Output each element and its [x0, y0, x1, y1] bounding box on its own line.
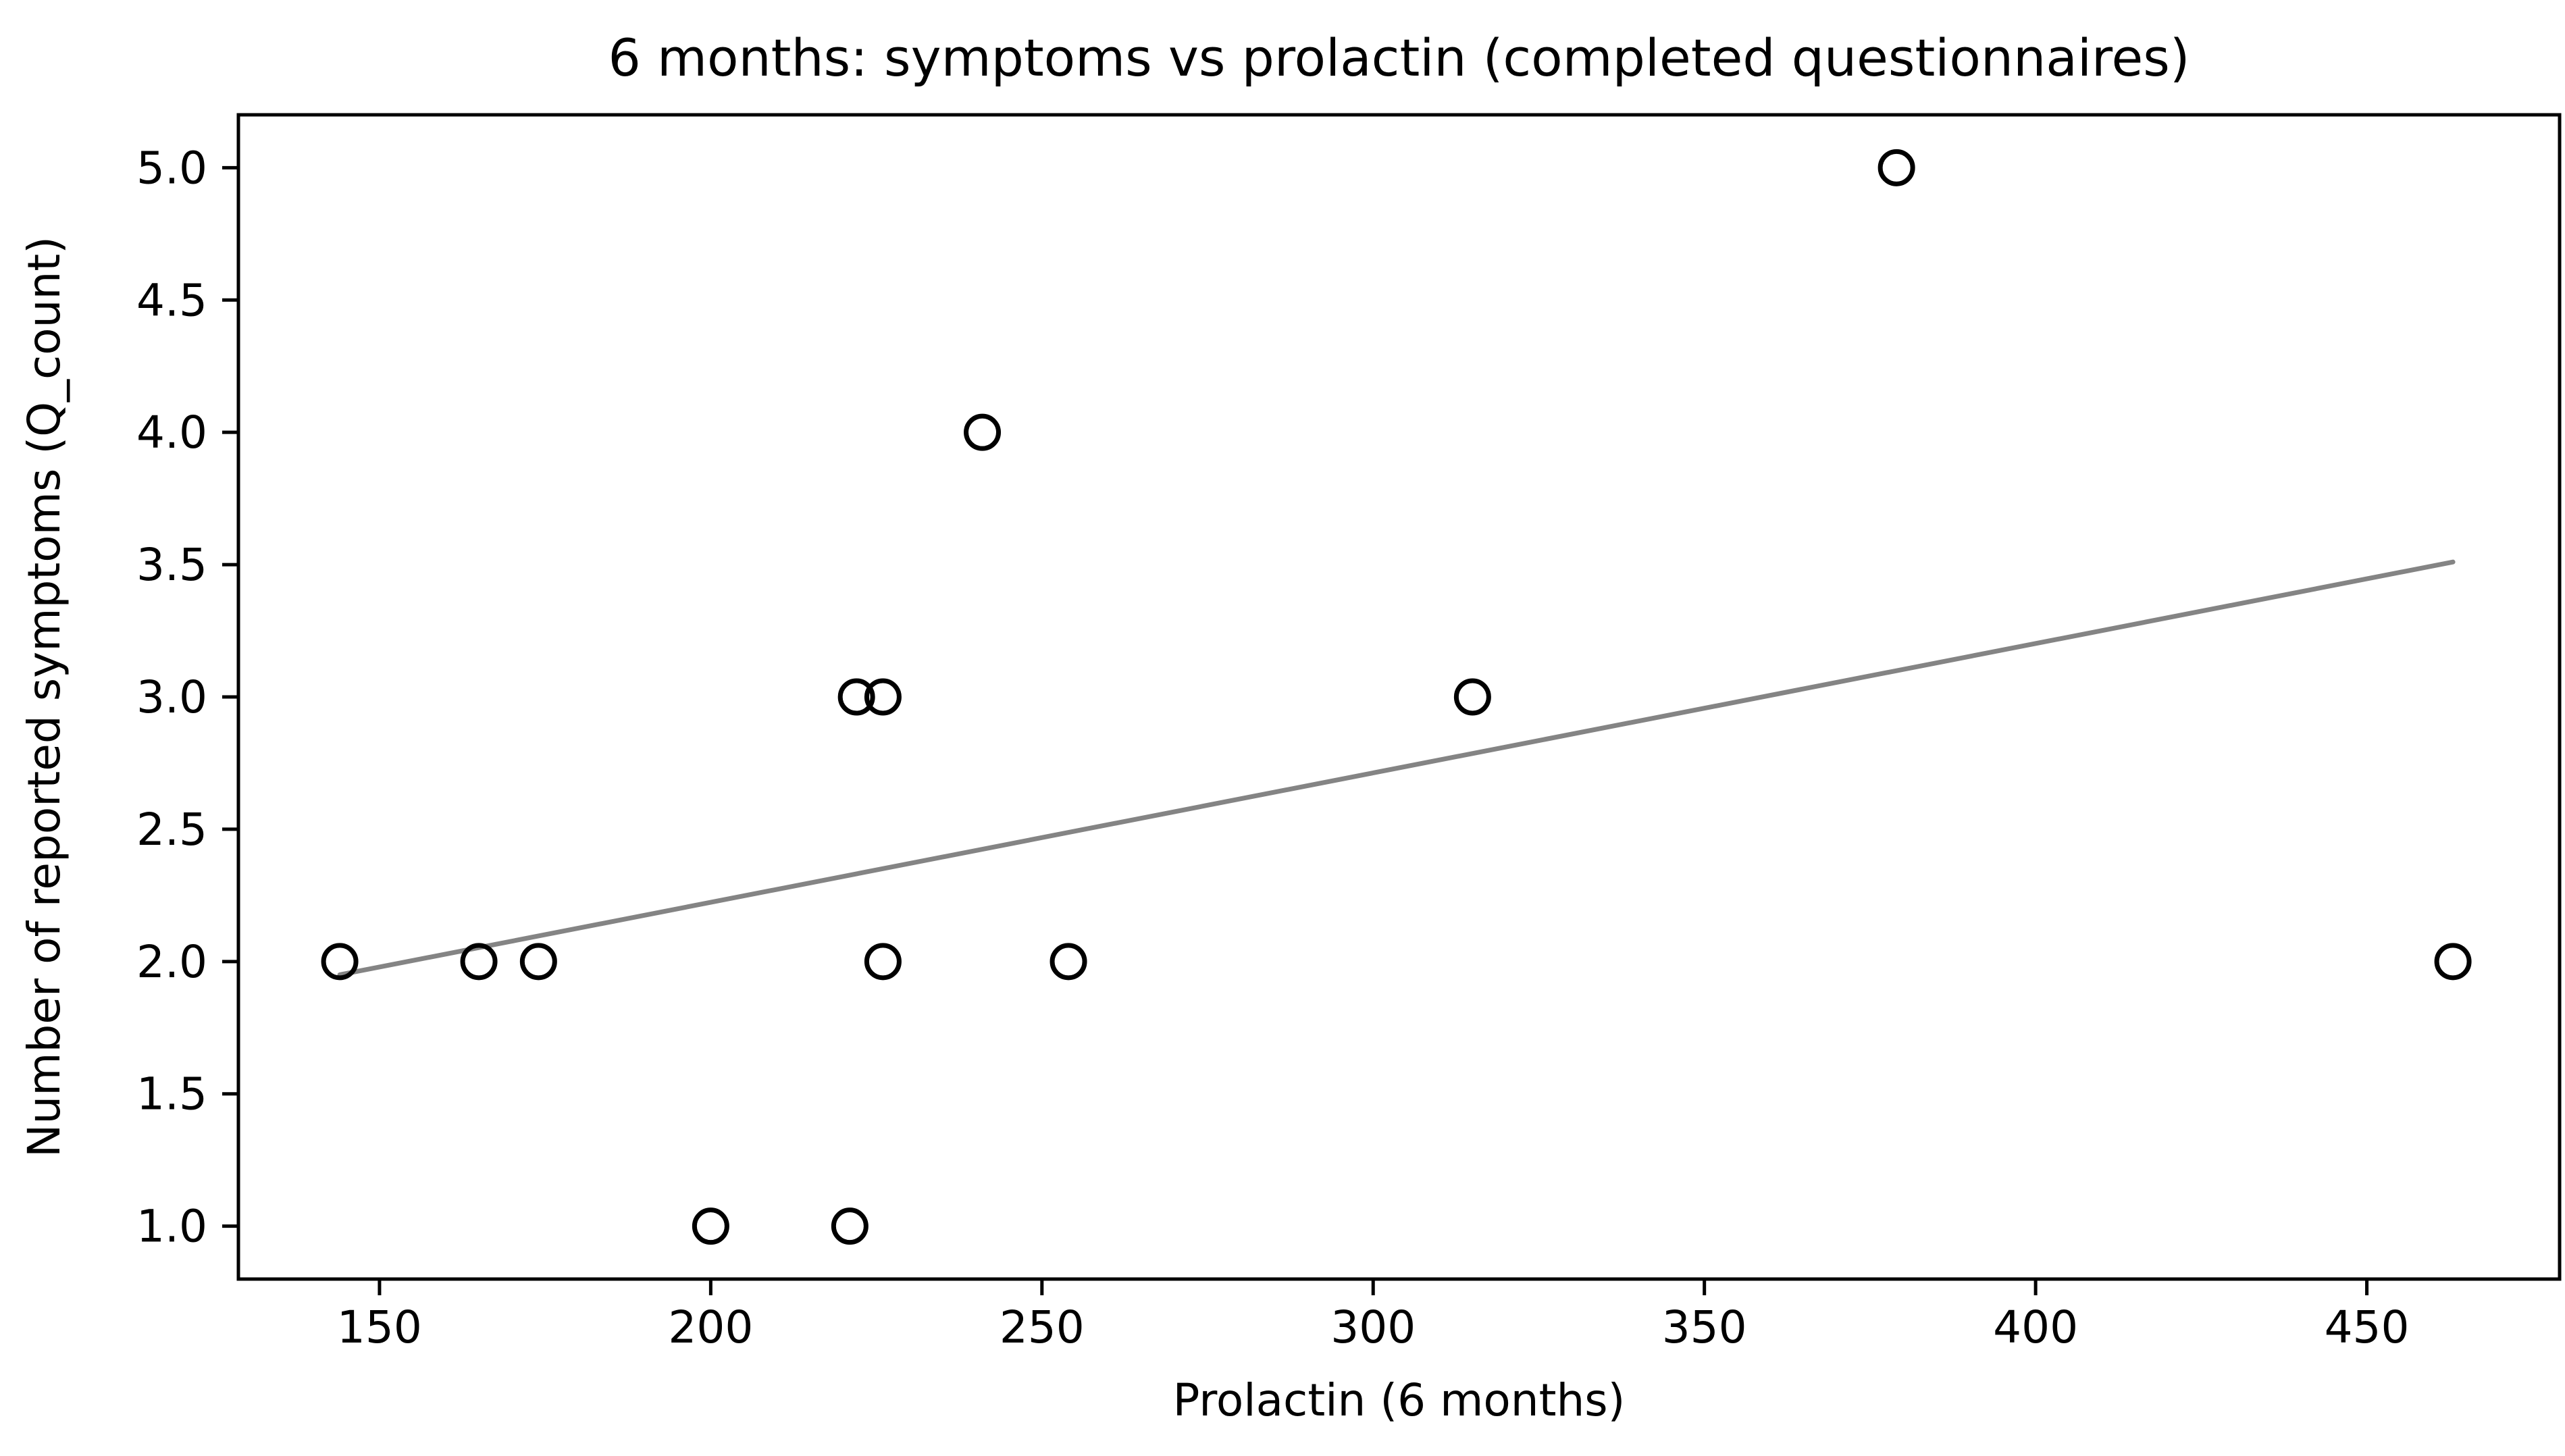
y-tick-label: 2.5: [136, 804, 207, 856]
y-axis-label: Number of reported symptoms (Q_count): [18, 236, 70, 1158]
x-tick-label: 300: [1330, 1301, 1416, 1353]
data-point: [1050, 943, 1087, 981]
data-point: [864, 943, 902, 981]
x-tick-label: 450: [2325, 1301, 2410, 1353]
data-point: [519, 943, 557, 981]
mark-layer: [321, 149, 2472, 1245]
x-axis-label: Prolactin (6 months): [1173, 1374, 1626, 1426]
y-tick-label: 1.5: [136, 1068, 207, 1120]
data-point: [1877, 149, 1915, 186]
tick-layer: 150 200 250 300 350 400 450 1.0 1.5 2.0 2.5 3.0 3.5 4…: [136, 142, 2410, 1353]
data-point: [964, 413, 1002, 451]
chart-title: 6 months: symptoms vs prolactin (complet…: [608, 28, 2190, 88]
x-tick-label: 200: [668, 1301, 753, 1353]
plot-border: [236, 113, 2562, 1281]
data-point: [831, 1207, 869, 1245]
data-point: [837, 678, 875, 716]
x-tick-label: 400: [1993, 1301, 2078, 1353]
trend-line: [337, 559, 2456, 977]
x-tick-label: 250: [1000, 1301, 1085, 1353]
data-point: [321, 943, 359, 981]
x-tick-label: 350: [1662, 1301, 1747, 1353]
y-tick-label: 3.5: [136, 539, 207, 591]
y-tick-label: 5.0: [136, 142, 207, 194]
y-tick-label: 1.0: [136, 1201, 207, 1253]
y-tick-label: 2.0: [136, 936, 207, 988]
data-point: [1453, 678, 1491, 716]
x-tick-label: 150: [337, 1301, 422, 1353]
y-tick-label: 3.0: [136, 671, 207, 723]
y-tick-label: 4.0: [136, 407, 207, 459]
y-tick-label: 4.5: [136, 274, 207, 326]
data-point: [2434, 943, 2472, 981]
data-point: [692, 1207, 729, 1245]
data-point: [460, 943, 498, 981]
data-point: [864, 678, 902, 716]
